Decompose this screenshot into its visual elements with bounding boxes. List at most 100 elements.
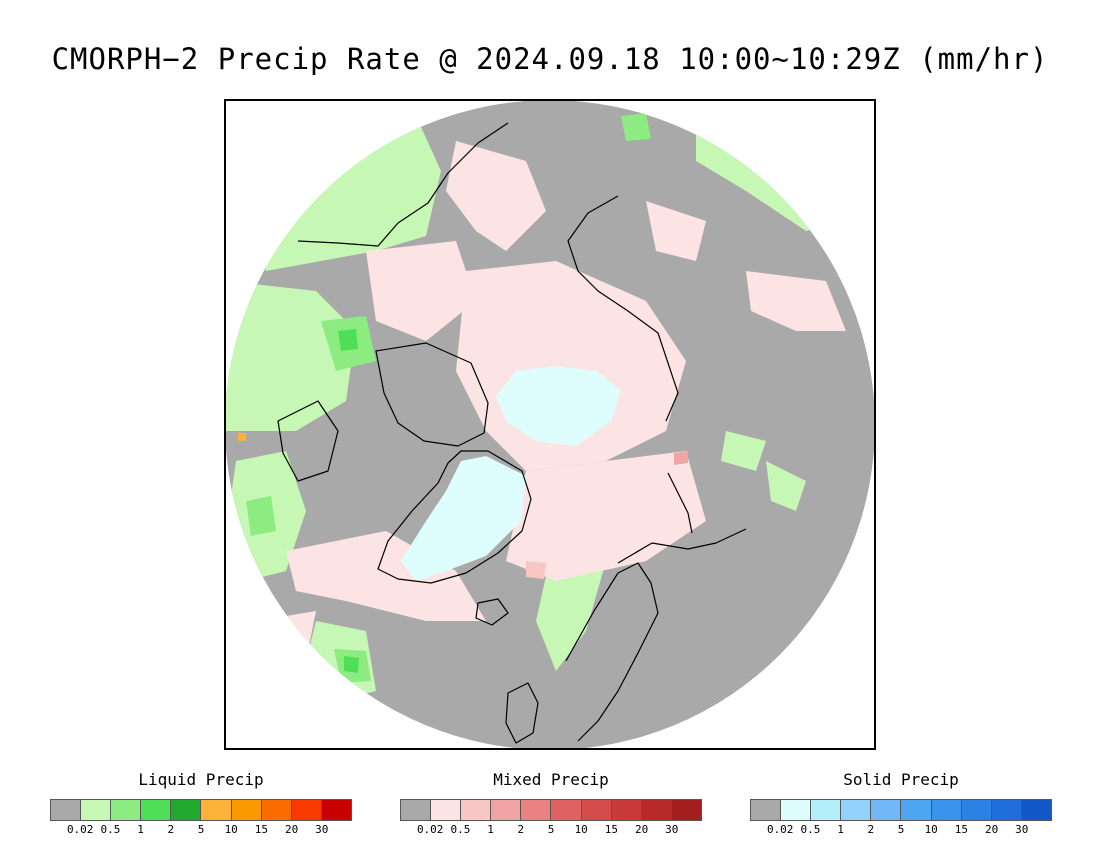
tick-label: 1 bbox=[487, 823, 494, 836]
color-swatch bbox=[291, 800, 322, 820]
color-swatch bbox=[321, 800, 351, 820]
liquid-precip-region bbox=[226, 281, 356, 431]
polar-precip-map bbox=[224, 99, 876, 750]
color-swatch bbox=[231, 800, 262, 820]
precip-field bbox=[226, 101, 874, 748]
tick-labels: 0.02 0.5 1 2 5 10 15 20 30 bbox=[750, 821, 1052, 836]
tick-label: 20 bbox=[284, 823, 299, 836]
tick-label: 2 bbox=[167, 823, 175, 836]
tick-labels: 0.02 0.5 1 2 5 10 15 20 30 bbox=[50, 821, 352, 836]
russia-coastline bbox=[617, 528, 747, 564]
tick-label: 0.5 bbox=[100, 823, 121, 836]
color-scale bbox=[50, 799, 352, 821]
liquid-precip-region bbox=[246, 496, 276, 536]
solid-precip-region bbox=[401, 456, 526, 581]
color-swatch bbox=[641, 800, 672, 820]
color-swatch bbox=[901, 800, 932, 820]
color-swatch bbox=[461, 800, 492, 820]
tick-label: 1 bbox=[837, 823, 844, 836]
liquid-precip-region bbox=[766, 461, 806, 511]
color-swatch bbox=[111, 800, 142, 820]
mixed-precip-region bbox=[646, 201, 706, 261]
legend-title: Solid Precip bbox=[843, 770, 959, 789]
tick-labels: 0.02 0.5 1 2 5 10 15 20 30 bbox=[400, 821, 702, 836]
greenland-coastline bbox=[377, 450, 532, 584]
color-swatch bbox=[51, 800, 82, 820]
liquid-precip-region bbox=[338, 329, 358, 351]
mixed-precip-region bbox=[506, 451, 706, 581]
alaska-coastline bbox=[297, 122, 509, 247]
mixed-precip-legend: Mixed Precip 0.02 0.5 1 2 5 10 15 20 30 bbox=[400, 770, 702, 836]
tick-label: 15 bbox=[954, 823, 969, 836]
tick-label: 30 bbox=[315, 823, 329, 836]
tick-label: 5 bbox=[547, 823, 555, 836]
arctic-archipelago-coastline bbox=[375, 342, 489, 447]
color-swatch bbox=[581, 800, 612, 820]
mixed-precip-region bbox=[746, 271, 846, 331]
tick-label: 5 bbox=[897, 823, 905, 836]
color-swatch bbox=[491, 800, 522, 820]
color-swatch bbox=[201, 800, 232, 820]
liquid-precip-region bbox=[621, 113, 651, 141]
mixed-precip-region bbox=[526, 561, 546, 579]
solid-precip-region bbox=[496, 366, 621, 446]
tick-label: 1 bbox=[137, 823, 144, 836]
hudson-bay-coastline bbox=[277, 400, 339, 482]
mixed-precip-region bbox=[674, 451, 688, 465]
tick-label: 20 bbox=[984, 823, 999, 836]
tick-label: 30 bbox=[665, 823, 679, 836]
color-swatch bbox=[931, 800, 962, 820]
color-swatch bbox=[961, 800, 992, 820]
color-swatch bbox=[401, 800, 432, 820]
color-swatch bbox=[551, 800, 582, 820]
liquid-precip-legend: Liquid Precip 0.02 0.5 1 2 5 10 15 20 30 bbox=[50, 770, 352, 836]
liquid-precip-region bbox=[721, 431, 766, 471]
tick-label: 2 bbox=[517, 823, 525, 836]
color-swatch bbox=[671, 800, 701, 820]
novaya-zemlya-coastline bbox=[667, 472, 693, 534]
tick-label: 0.5 bbox=[800, 823, 821, 836]
color-swatch bbox=[431, 800, 462, 820]
tick-label: 0.02 bbox=[66, 823, 94, 836]
tick-label: 5 bbox=[197, 823, 205, 836]
mixed-precip-region bbox=[446, 141, 546, 251]
color-swatch bbox=[841, 800, 872, 820]
scandinavia-coastline bbox=[565, 562, 659, 742]
siberia-coastline bbox=[567, 195, 679, 422]
coastlines bbox=[277, 122, 747, 744]
mixed-precip-region bbox=[256, 611, 316, 671]
color-swatch bbox=[521, 800, 552, 820]
tick-label: 0.02 bbox=[766, 823, 794, 836]
legend-title: Mixed Precip bbox=[493, 770, 609, 789]
color-swatch bbox=[871, 800, 902, 820]
tick-label: 15 bbox=[604, 823, 619, 836]
solid-precip-legend: Solid Precip 0.02 0.5 1 2 5 10 15 20 30 bbox=[750, 770, 1052, 836]
color-swatch bbox=[81, 800, 112, 820]
map-title: CMORPH−2 Precip Rate @ 2024.09.18 10:00∼… bbox=[51, 42, 1049, 76]
british-isles-coastline bbox=[505, 682, 539, 744]
tick-label: 0.5 bbox=[450, 823, 471, 836]
tick-label: 30 bbox=[1015, 823, 1029, 836]
color-swatch bbox=[611, 800, 642, 820]
color-scale bbox=[750, 799, 1052, 821]
color-swatch bbox=[1021, 800, 1051, 820]
tick-label: 20 bbox=[634, 823, 649, 836]
mixed-precip-region bbox=[366, 241, 476, 341]
color-swatch bbox=[811, 800, 842, 820]
legend-title: Liquid Precip bbox=[138, 770, 264, 789]
color-swatch bbox=[991, 800, 1022, 820]
iceland-coastline bbox=[475, 598, 509, 626]
color-swatch bbox=[751, 800, 782, 820]
tick-label: 10 bbox=[574, 823, 588, 836]
mixed-precip-region bbox=[286, 531, 486, 621]
color-swatch bbox=[261, 800, 292, 820]
liquid-precip-region bbox=[238, 433, 246, 441]
color-scale bbox=[400, 799, 702, 821]
color-swatch bbox=[781, 800, 812, 820]
tick-label: 2 bbox=[867, 823, 875, 836]
tick-label: 15 bbox=[254, 823, 269, 836]
liquid-precip-region bbox=[344, 656, 359, 673]
tick-label: 0.02 bbox=[416, 823, 444, 836]
color-swatch bbox=[171, 800, 202, 820]
tick-label: 10 bbox=[224, 823, 238, 836]
